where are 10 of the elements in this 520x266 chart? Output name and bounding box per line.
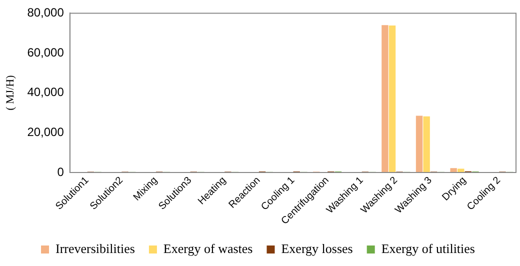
y-tick-label: 20,000 <box>27 124 64 139</box>
y-tick-label: 80,000 <box>27 6 64 20</box>
y-tick-label: 0 <box>57 164 64 179</box>
legend-label: Exergy of utilities <box>381 240 475 256</box>
y-tick-label: 40,000 <box>27 85 64 100</box>
y-axis-title: ( MJ/H) <box>4 74 16 110</box>
legend-label: Exergy losses <box>281 240 353 256</box>
legend-label: Exergy of wastes <box>163 240 253 256</box>
y-tick-label: 60,000 <box>27 45 64 60</box>
legend-label: Irreversibilities <box>56 240 135 256</box>
